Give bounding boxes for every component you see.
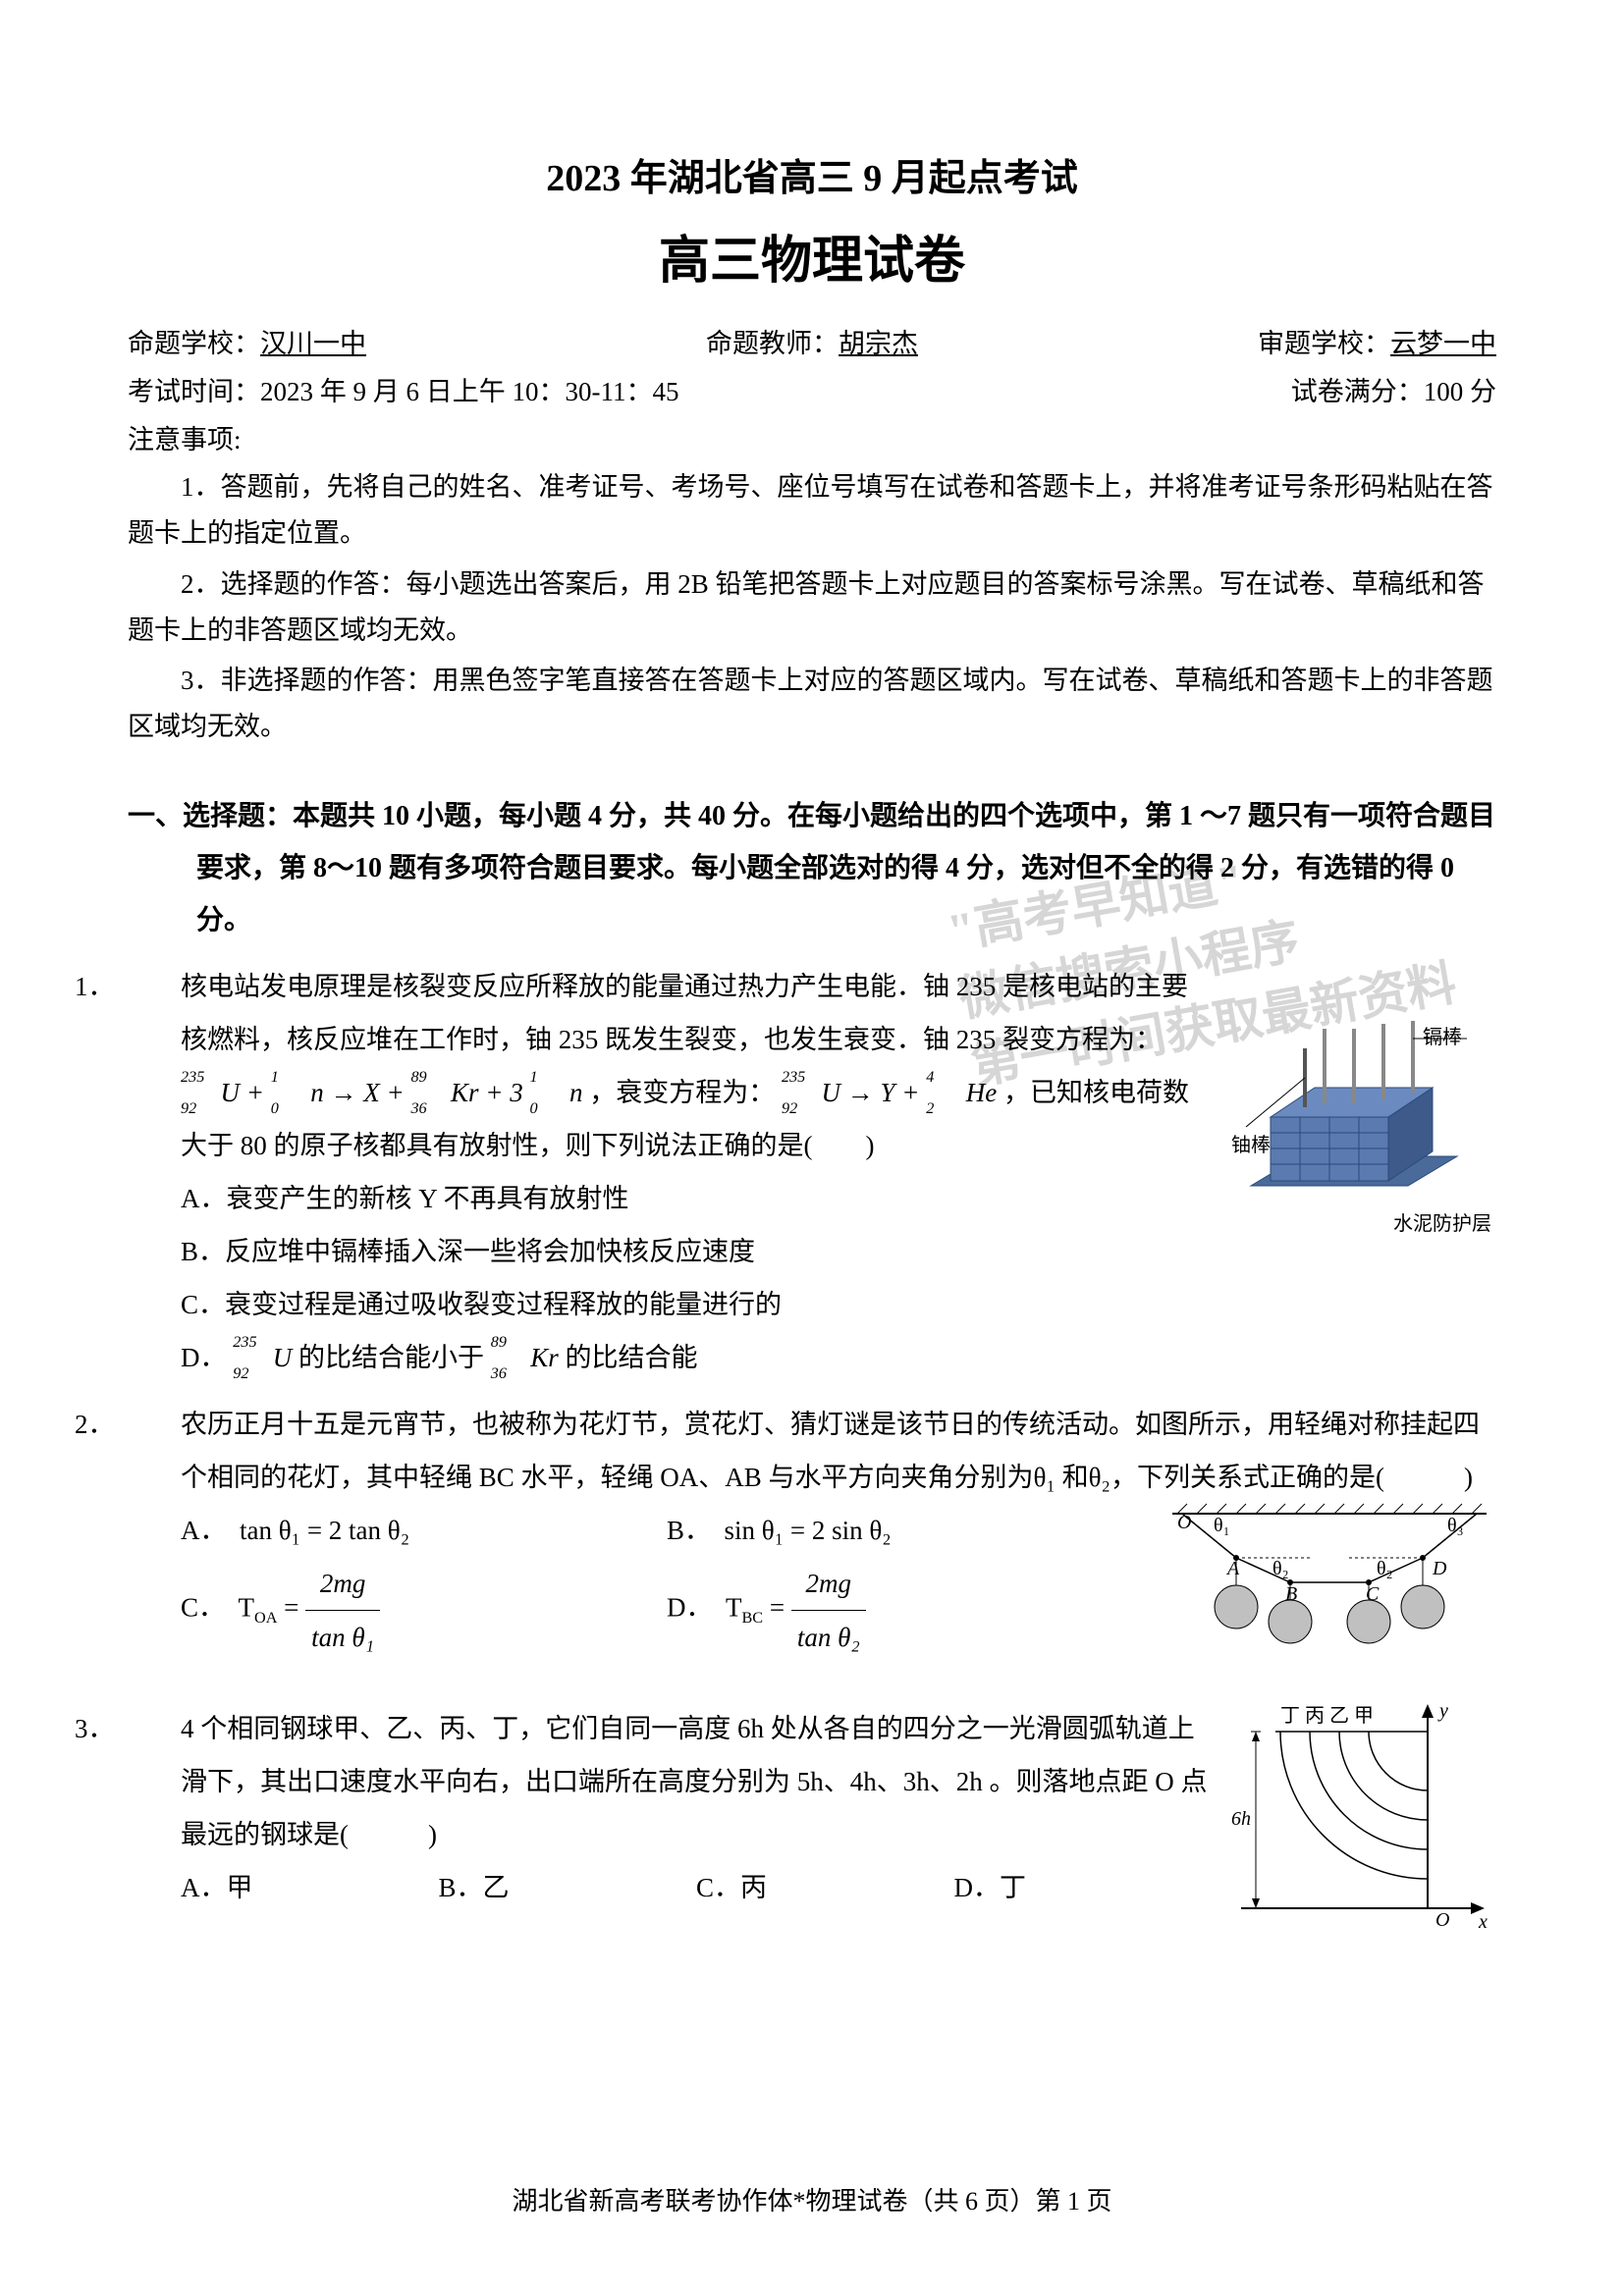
q1-fig-label-u: 铀棒 (1231, 1134, 1271, 1156)
q2-opt-d: D． TBC = 2mgtan θ₂ (667, 1557, 1153, 1664)
svg-text:θ₃: θ₃ (1447, 1515, 1464, 1536)
exam-title-line2: 高三物理试卷 (128, 219, 1496, 293)
question-2: 2．农历正月十五是元宵节，也被称为花灯节，赏花灯、猜灯谜是该节日的传统活动。如图… (128, 1398, 1496, 1688)
meta-score: 试卷满分：100 分 (1291, 370, 1496, 408)
svg-text:A: A (1225, 1558, 1240, 1579)
meta-row-2: 考试时间：2023 年 9 月 6 日上午 10：30-11：45 试卷满分：1… (128, 370, 1496, 408)
svg-text:C: C (1366, 1583, 1380, 1605)
q1-figure: 镉棒 铀棒 水泥防护层 (1221, 989, 1496, 1282)
q1-opt-d: D． 23592U 的比结合能小于 8936Kr 的比结合能 (128, 1331, 1496, 1384)
svg-text:y: y (1437, 1700, 1448, 1722)
notice-2: 2．选择题的作答：每小题选出答案后，用 2B 铅笔把答题卡上对应题目的答案标号涂… (128, 561, 1496, 655)
notice-1: 1．答题前，先将自己的姓名、准考证号、考场号、座位号填写在试卷和答题卡上，并将准… (128, 464, 1496, 558)
svg-text:O: O (1177, 1512, 1191, 1533)
q3-opt-a: A．甲 (181, 1861, 439, 1914)
q1-num: 1． (128, 960, 181, 1013)
q1-fig-label-base: 水泥防护层 (1393, 1212, 1491, 1235)
q3-opt-b: B．乙 (439, 1861, 697, 1914)
q3-opt-d: D．丁 (954, 1861, 1213, 1914)
meta-row-1: 命题学校：汉川一中 命题教师：胡宗杰 审题学校：云梦一中 (128, 322, 1496, 360)
nuclide-u235: 23592U (181, 1066, 240, 1119)
svg-text:6h: 6h (1231, 1808, 1251, 1830)
q3-text: 4 个相同钢球甲、乙、丙、丁，它们自同一高度 6h 处从各自的四分之一光滑圆弧轨… (181, 1714, 1208, 1849)
svg-text:θ₁: θ₁ (1214, 1515, 1230, 1536)
question-1: 镉棒 铀棒 水泥防护层 1．核电站发电原理是核裂变反应所释放的能量通过热力产生电… (128, 960, 1496, 1384)
notice-label: 注意事项: (128, 418, 1496, 456)
q2-num: 2． (128, 1398, 181, 1451)
exam-header: 2023 年湖北省高三 9 月起点考试 高三物理试卷 (128, 147, 1496, 293)
svg-text:x: x (1478, 1911, 1488, 1933)
notice-3: 3．非选择题的作答：用黑色签字笔直接答在答题卡上对应的答题区域内。写在试卷、草稿… (128, 658, 1496, 751)
page-footer: 湖北省新高考联考协作体*物理试卷（共 6 页）第 1 页 (0, 2181, 1624, 2217)
meta-teacher: 命题教师：胡宗杰 (706, 322, 918, 360)
q2-text: 农历正月十五是元宵节，也被称为花灯节，赏花灯、猜灯谜是该节日的传统活动。如图所示… (181, 1410, 1480, 1492)
q3-num: 3． (128, 1702, 181, 1755)
svg-text:D: D (1432, 1558, 1447, 1579)
q2-opt-a: A． tan θ₁ = 2 tan θ₂ (181, 1504, 667, 1557)
svg-text:θ₂: θ₂ (1377, 1558, 1393, 1579)
q2-figure: O A B C D θ₁ θ₂ θ₂ θ₃ (1163, 1494, 1496, 1688)
q1-opt-c: C．衰变过程是通过吸收裂变过程释放的能量进行的 (128, 1278, 1496, 1331)
section-1-title: 一、选择题：本题共 10 小题，每小题 4 分，共 40 分。在每小题给出的四个… (196, 790, 1496, 947)
meta-time: 考试时间：2023 年 9 月 6 日上午 10：30-11：45 (128, 370, 679, 408)
meta-review: 审题学校：云梦一中 (1258, 322, 1496, 360)
svg-text:丁 丙 乙 甲: 丁 丙 乙 甲 (1280, 1705, 1374, 1727)
svg-text:O: O (1435, 1909, 1449, 1931)
q3-opt-c: C．丙 (696, 1861, 954, 1914)
exam-title-line1: 2023 年湖北省高三 9 月起点考试 (128, 147, 1496, 201)
q2-opt-c: C． TOA = 2mgtan θ₁ (181, 1557, 667, 1664)
q2-opt-b: B． sin θ₁ = 2 sin θ₂ (667, 1504, 1153, 1557)
q1-fig-label-cd: 镉棒 (1423, 1026, 1462, 1048)
q1-text-b: ，衰变方程为： (589, 1078, 775, 1107)
svg-text:θ₂: θ₂ (1272, 1558, 1289, 1579)
q3-figure: 6h O x y 丁 丙 乙 甲 (1221, 1692, 1496, 1965)
svg-text:B: B (1285, 1583, 1297, 1605)
q1-text-a: 核电站发电原理是核裂变反应所释放的能量通过热力产生电能．铀 235 是核电站的主… (181, 972, 1188, 1054)
question-3: 6h O x y 丁 丙 乙 甲 3．4 个相同钢球甲、乙、丙、丁，它们自同一高… (128, 1702, 1496, 1965)
meta-school: 命题学校：汉川一中 (128, 322, 366, 360)
